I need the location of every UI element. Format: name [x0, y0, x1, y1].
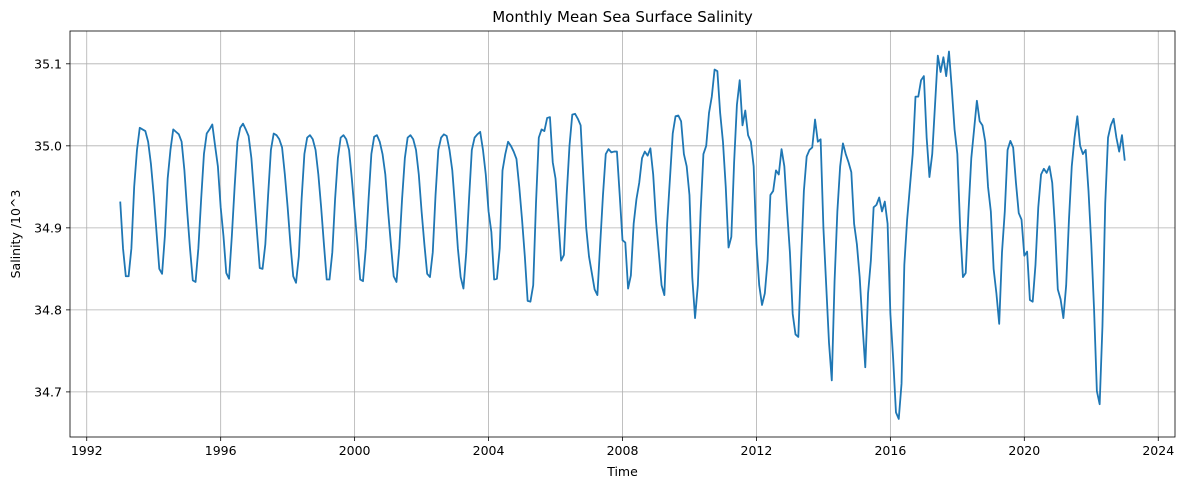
- x-axis-ticks: 1992 1996 2000 2004 2008 2012 2016 2020 2024: [71, 437, 1174, 458]
- y-tick-label: 35.0: [34, 138, 62, 153]
- series-line: [119, 50, 1126, 420]
- x-tick-label: 2016: [874, 443, 906, 458]
- grid-lines: [70, 31, 1175, 437]
- y-tick-label: 34.7: [34, 384, 62, 399]
- chart-title: Monthly Mean Sea Surface Salinity: [492, 8, 753, 26]
- x-tick-label: 2000: [339, 443, 371, 458]
- y-axis-ticks: 34.7 34.8 34.9 35.0 35.1: [34, 56, 70, 399]
- y-tick-label: 35.1: [34, 56, 62, 71]
- x-axis-label: Time: [606, 464, 638, 479]
- x-tick-label: 2008: [607, 443, 639, 458]
- y-tick-label: 34.8: [34, 302, 62, 317]
- series-group: [119, 50, 1126, 420]
- x-tick-label: 1992: [71, 443, 103, 458]
- y-axis-label: Salinity /10^3: [8, 190, 23, 279]
- x-tick-label: 2024: [1142, 443, 1174, 458]
- x-tick-label: 1996: [205, 443, 237, 458]
- y-tick-label: 34.9: [34, 220, 62, 235]
- x-tick-label: 2012: [741, 443, 773, 458]
- x-tick-label: 2020: [1008, 443, 1040, 458]
- x-tick-label: 2004: [473, 443, 505, 458]
